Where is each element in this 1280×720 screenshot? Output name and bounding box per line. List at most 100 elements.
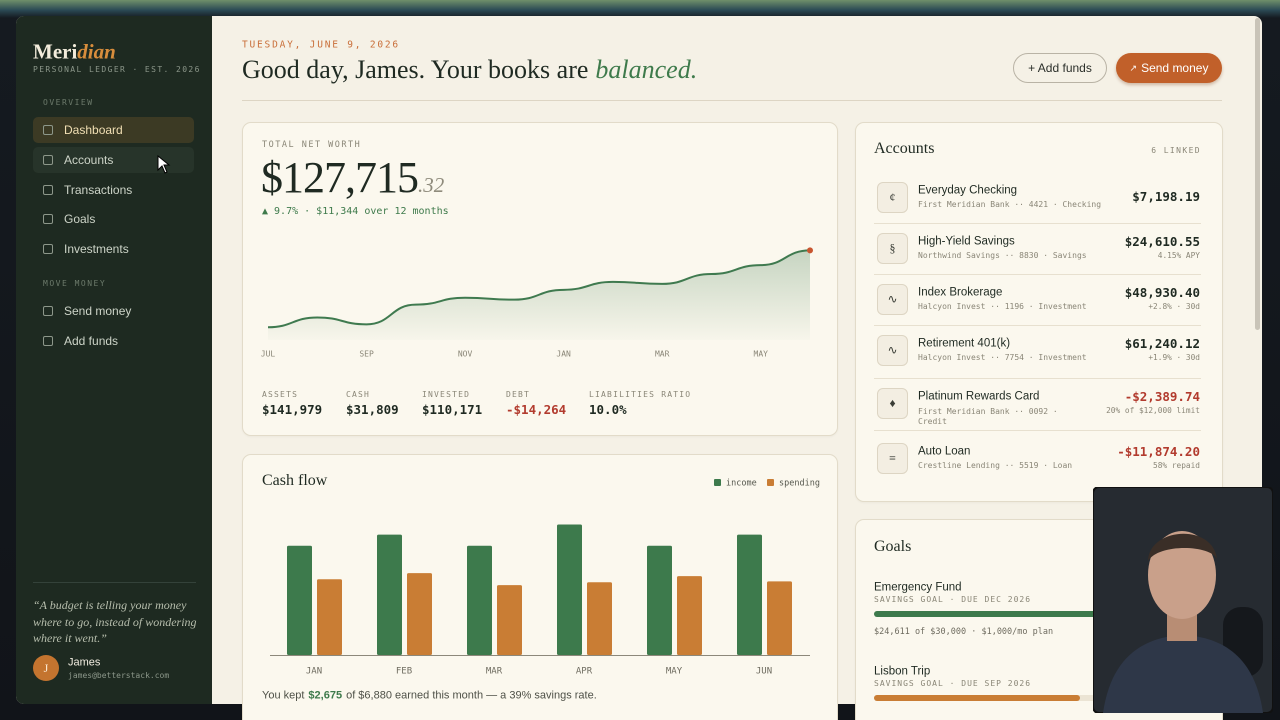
nav-item[interactable]: Send money xyxy=(33,298,194,324)
account-name: Index Brokerage xyxy=(918,286,1003,299)
greeting: Good day, James. Your books are balanced. xyxy=(242,57,697,83)
account-name: Platinum Rewards Card xyxy=(918,390,1040,403)
greeting-emphasis: balanced. xyxy=(595,55,698,84)
summary-lead: You kept xyxy=(262,689,305,702)
brand: Meridian xyxy=(33,39,116,64)
account-icon[interactable]: § xyxy=(877,233,908,264)
nav-item[interactable]: Transactions xyxy=(33,177,194,203)
nav-label: Send money xyxy=(64,304,132,318)
send-icon: ↗ xyxy=(1129,62,1138,73)
webcam-overlay xyxy=(1093,487,1273,713)
quote: “A budget is telling your money where to… xyxy=(33,598,197,645)
cash-flow-title: Cash flow xyxy=(262,472,328,489)
stat-label: LIABILITIES RATIO xyxy=(589,390,692,399)
brand-lead: Meri xyxy=(33,39,78,64)
stat-label: CASH xyxy=(346,390,371,399)
stat-value: $31,809 xyxy=(346,401,399,417)
net-worth-label: TOTAL NET WORTH xyxy=(262,139,362,150)
goal-progress xyxy=(874,611,1143,617)
account-note: +1.9% · 30d xyxy=(1148,353,1200,363)
user-email: james@betterstack.com xyxy=(68,671,170,680)
stat-value: $141,979 xyxy=(262,401,323,417)
nav-item[interactable]: Add funds xyxy=(33,328,194,354)
nav-item[interactable]: Goals xyxy=(33,206,194,232)
goal-due: SAVINGS GOAL · DUE DEC 2026 xyxy=(874,595,1032,604)
user-name: James xyxy=(68,656,101,669)
account-note: +2.8% · 30d xyxy=(1148,302,1200,312)
goal-progress xyxy=(874,695,1080,701)
greeting-text: Good day, James. Your books are xyxy=(242,55,589,84)
account-amount: $61,240.12 xyxy=(1124,335,1200,351)
account-detail: Halcyon Invest ·· 7754 · Investment xyxy=(918,353,1087,362)
nav-icon xyxy=(43,214,53,225)
account-name: Everyday Checking xyxy=(918,184,1018,197)
header-rule xyxy=(242,100,1222,101)
add-funds-button[interactable]: + Add funds xyxy=(1013,53,1107,83)
account-detail: First Meridian Bank ·· 4421 · Checking xyxy=(918,200,1102,209)
cursor xyxy=(157,155,171,174)
send-money-button[interactable]: ↗ Send money xyxy=(1116,53,1222,83)
nav-icon xyxy=(43,306,53,316)
nav-label: Investments xyxy=(64,242,129,257)
nav-item[interactable]: Accounts xyxy=(33,146,194,173)
nav-section-title: MOVE MONEY xyxy=(43,279,107,288)
nav-label: Dashboard xyxy=(64,123,123,137)
nav-icon xyxy=(43,335,53,346)
send-label: Send money xyxy=(1141,61,1209,75)
net-worth-change: ▲ 9.7% · $11,344 over 12 months xyxy=(262,206,449,217)
goal-due: SAVINGS GOAL · DUE SEP 2026 xyxy=(874,679,1032,688)
account-note: 4.15% APY xyxy=(1157,251,1200,261)
nav-icon xyxy=(43,125,53,135)
nav-label: Accounts xyxy=(64,152,114,167)
account-icon[interactable]: ¢ xyxy=(877,182,908,213)
summary-kept: $2,675 xyxy=(308,689,343,702)
account-note: 58% repaid xyxy=(1153,461,1200,471)
goal-name: Lisbon Trip xyxy=(874,665,931,678)
nav-label: Goals xyxy=(64,212,96,227)
stat-label: INVESTED xyxy=(422,390,471,399)
divider xyxy=(33,582,196,583)
goal-name: Emergency Fund xyxy=(874,581,962,594)
nav-icon xyxy=(43,244,53,255)
account-amount: -$11,874.20 xyxy=(1117,443,1200,459)
amount-cents: .32 xyxy=(418,173,445,197)
account-detail: Northwind Savings ·· 8830 · Savings xyxy=(918,251,1087,260)
scrollbar xyxy=(1255,18,1260,330)
account-icon[interactable]: ∿ xyxy=(877,284,908,315)
cash-flow-card xyxy=(242,454,838,720)
nav-item[interactable]: Dashboard xyxy=(33,117,194,143)
row-divider xyxy=(874,378,1201,379)
goals-title: Goals xyxy=(874,538,912,555)
row-divider xyxy=(874,274,1201,275)
account-amount: $48,930.40 xyxy=(1124,284,1200,300)
row-divider xyxy=(874,430,1201,431)
account-note: 20% of $12,000 limit xyxy=(1106,406,1200,416)
account-detail: First Meridian Bank ·· 0092 · Credit xyxy=(918,407,1058,426)
accounts-linked: 6 LINKED xyxy=(1151,146,1201,155)
stat-label: DEBT xyxy=(506,390,531,399)
nav-section-title: OVERVIEW xyxy=(43,98,94,107)
nav-icon xyxy=(43,184,53,195)
goal-status: $24,611 of $30,000 · $1,000/mo plan xyxy=(874,626,1054,637)
stat-value: 10.0% xyxy=(589,401,627,417)
tagline: PERSONAL LEDGER · EST. 2026 xyxy=(33,65,201,74)
avatar: J xyxy=(33,655,59,681)
account-icon[interactable]: ∿ xyxy=(877,335,908,366)
net-worth-amount: $127,715.32 xyxy=(261,156,444,200)
nav-icon xyxy=(43,154,53,165)
row-divider xyxy=(874,223,1201,224)
account-name: High-Yield Savings xyxy=(918,235,1015,248)
account-name: Retirement 401(k) xyxy=(918,337,1011,350)
account-detail: Crestline Lending ·· 5519 · Loan xyxy=(918,461,1073,470)
account-detail: Halcyon Invest ·· 1196 · Investment xyxy=(918,302,1087,311)
account-icon[interactable]: ♦ xyxy=(877,388,908,419)
date: TUESDAY, JUNE 9, 2026 xyxy=(242,39,400,51)
accounts-title: Accounts xyxy=(874,140,935,157)
account-icon[interactable]: ≡ xyxy=(877,443,908,474)
stat-value: -$14,264 xyxy=(506,401,567,417)
account-amount: -$2,389.74 xyxy=(1124,388,1200,404)
amount-whole: $127,715 xyxy=(261,153,419,202)
nav-item[interactable]: Investments xyxy=(33,236,194,262)
summary-rest: of $6,880 earned this month — a 39% savi… xyxy=(346,689,597,702)
